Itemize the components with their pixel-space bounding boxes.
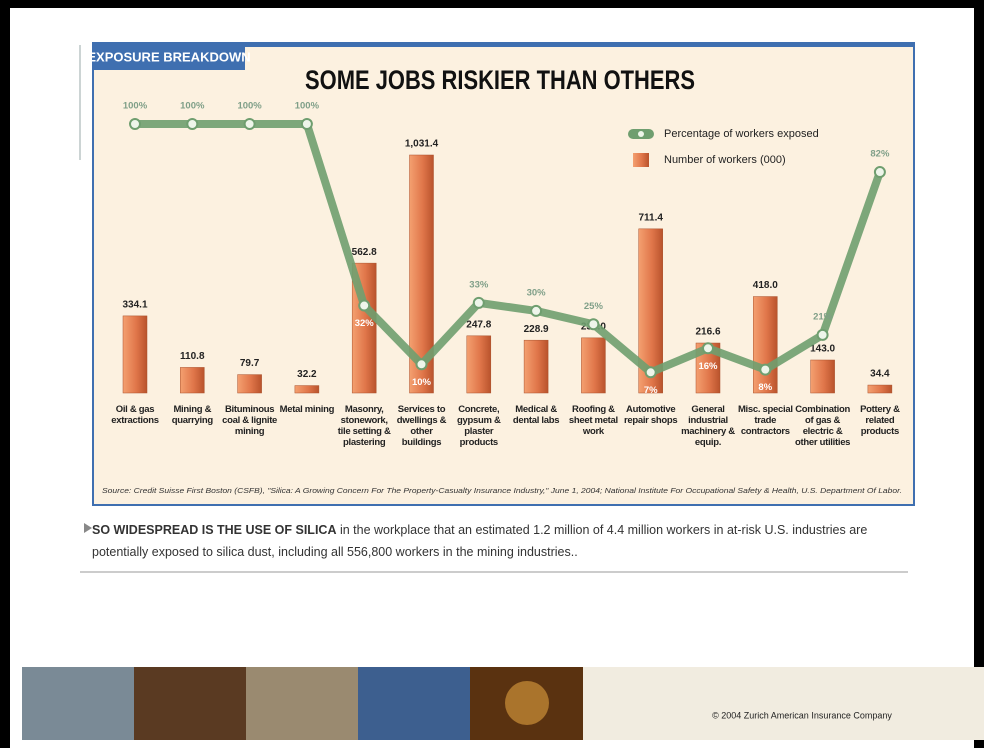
percent-label: 100% xyxy=(123,101,148,112)
chart-title: SOME JOBS RISKIER THAN OTHERS xyxy=(305,65,695,95)
percent-label: 30% xyxy=(527,287,547,298)
frame-right xyxy=(974,0,984,748)
bar-value-label: 1,031.4 xyxy=(405,139,439,150)
percent-label: 16% xyxy=(698,361,718,372)
line-marker xyxy=(702,342,714,355)
bar-value-label: 79.7 xyxy=(240,358,260,369)
bar xyxy=(867,384,893,394)
x-tick-label: Services to dwellings & other buildings xyxy=(396,404,447,448)
panel-tag-bg xyxy=(93,45,245,70)
x-tick-label: Combination of gas & electric & other ut… xyxy=(795,404,851,448)
caption-arrow xyxy=(84,523,92,533)
line-marker xyxy=(300,118,313,130)
percent-label: 100% xyxy=(180,101,205,112)
percent-label: 100% xyxy=(295,101,320,112)
bar-value-label: 34.4 xyxy=(870,369,890,380)
copyright: © 2004 Zurich American Insurance Company xyxy=(712,710,892,720)
legend-swatch xyxy=(633,153,649,167)
photo xyxy=(134,667,246,740)
bar xyxy=(581,337,606,394)
legend-swatch-dot xyxy=(638,131,644,137)
x-tick-label: Automotive repair shops xyxy=(623,404,678,426)
percent-label: 32% xyxy=(355,318,375,329)
x-tick-label: Concrete, gypsum & plaster products xyxy=(457,404,501,448)
bar-value-label: 418.0 xyxy=(753,280,778,291)
bar-value-label: 110.8 xyxy=(180,351,205,362)
percent-label: 33% xyxy=(469,279,489,290)
legend-label: Number of workers (000) xyxy=(664,154,786,166)
line-marker xyxy=(530,304,543,317)
x-tick-label: Bituminous coal & lignite mining xyxy=(222,404,278,437)
percent-label: 25% xyxy=(584,301,604,312)
bar xyxy=(753,296,778,394)
x-tick-label: Mining & quarrying xyxy=(171,404,213,426)
bar-value-label: 32.2 xyxy=(297,369,317,380)
bar-value-label: 711.4 xyxy=(638,212,663,223)
legend-label: Percentage of workers exposed xyxy=(664,128,819,140)
caption-text: in the workplace that an estimated 1.2 m… xyxy=(92,523,868,559)
line-marker xyxy=(186,118,199,130)
line-marker xyxy=(759,363,772,376)
bar xyxy=(294,385,320,394)
caption: SO WIDESPREAD IS THE USE OF SILICA in th… xyxy=(92,519,912,563)
bar xyxy=(122,315,148,394)
percent-label: 8% xyxy=(758,382,772,393)
bar xyxy=(810,359,835,394)
panel-tag: EXPOSURE BREAKDOWN xyxy=(87,49,250,64)
x-tick-label: Roofing & sheet metal work xyxy=(568,404,618,437)
frame-left xyxy=(0,0,10,748)
caption-lead: SO WIDESPREAD IS THE USE OF SILICA xyxy=(92,523,337,537)
line-marker xyxy=(472,296,485,309)
frame-top xyxy=(0,0,984,8)
x-tick-label: Misc. special trade contractors xyxy=(737,404,793,437)
x-tick-label: Pottery & related products xyxy=(860,404,900,437)
bar-value-label: 247.8 xyxy=(466,319,491,330)
percent-label: 10% xyxy=(412,377,432,388)
percent-label: 7% xyxy=(644,385,658,396)
bar-value-label: 334.1 xyxy=(122,300,147,311)
percent-label: 100% xyxy=(237,101,262,112)
bar-value-label: 143.0 xyxy=(810,344,835,355)
footer-panel xyxy=(583,667,984,740)
x-tick-label: Medical & dental labs xyxy=(512,404,560,426)
line-marker xyxy=(873,166,886,179)
photo xyxy=(358,667,470,740)
line-marker xyxy=(587,318,600,331)
bar-value-label: 216.6 xyxy=(695,327,720,338)
percent-label: 21% xyxy=(813,311,833,322)
bar xyxy=(237,374,262,394)
photo xyxy=(246,667,358,740)
x-tick-label: Oil & gas extractions xyxy=(111,404,159,426)
x-tick-label: Metal mining xyxy=(279,404,335,415)
x-tick-label: General industrial machinery & equip. xyxy=(681,404,735,448)
bar xyxy=(523,339,549,394)
line-marker xyxy=(243,118,256,130)
line xyxy=(135,120,884,377)
photo xyxy=(22,667,134,740)
line-marker xyxy=(415,358,428,371)
bar xyxy=(466,335,492,394)
bar-value-label: 228.9 xyxy=(524,324,549,335)
line-marker xyxy=(816,328,829,341)
line-marker xyxy=(358,299,371,312)
line-marker xyxy=(644,366,657,379)
bar xyxy=(180,367,205,394)
bar-value-label: 562.8 xyxy=(352,247,377,258)
source-note: Source: Credit Suisse First Boston (CSFB… xyxy=(102,486,902,495)
photo-strip xyxy=(22,667,984,740)
percent-label: 82% xyxy=(870,149,890,160)
panel-rule xyxy=(93,43,914,47)
line-marker xyxy=(129,118,141,130)
x-tick-label: Masonry, stonework, tile setting & plast… xyxy=(337,404,391,448)
photo-glow xyxy=(505,681,549,725)
